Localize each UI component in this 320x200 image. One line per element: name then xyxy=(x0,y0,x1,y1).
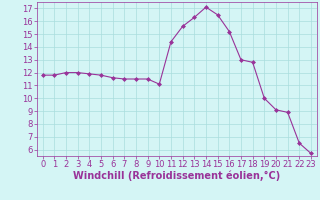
X-axis label: Windchill (Refroidissement éolien,°C): Windchill (Refroidissement éolien,°C) xyxy=(73,171,280,181)
